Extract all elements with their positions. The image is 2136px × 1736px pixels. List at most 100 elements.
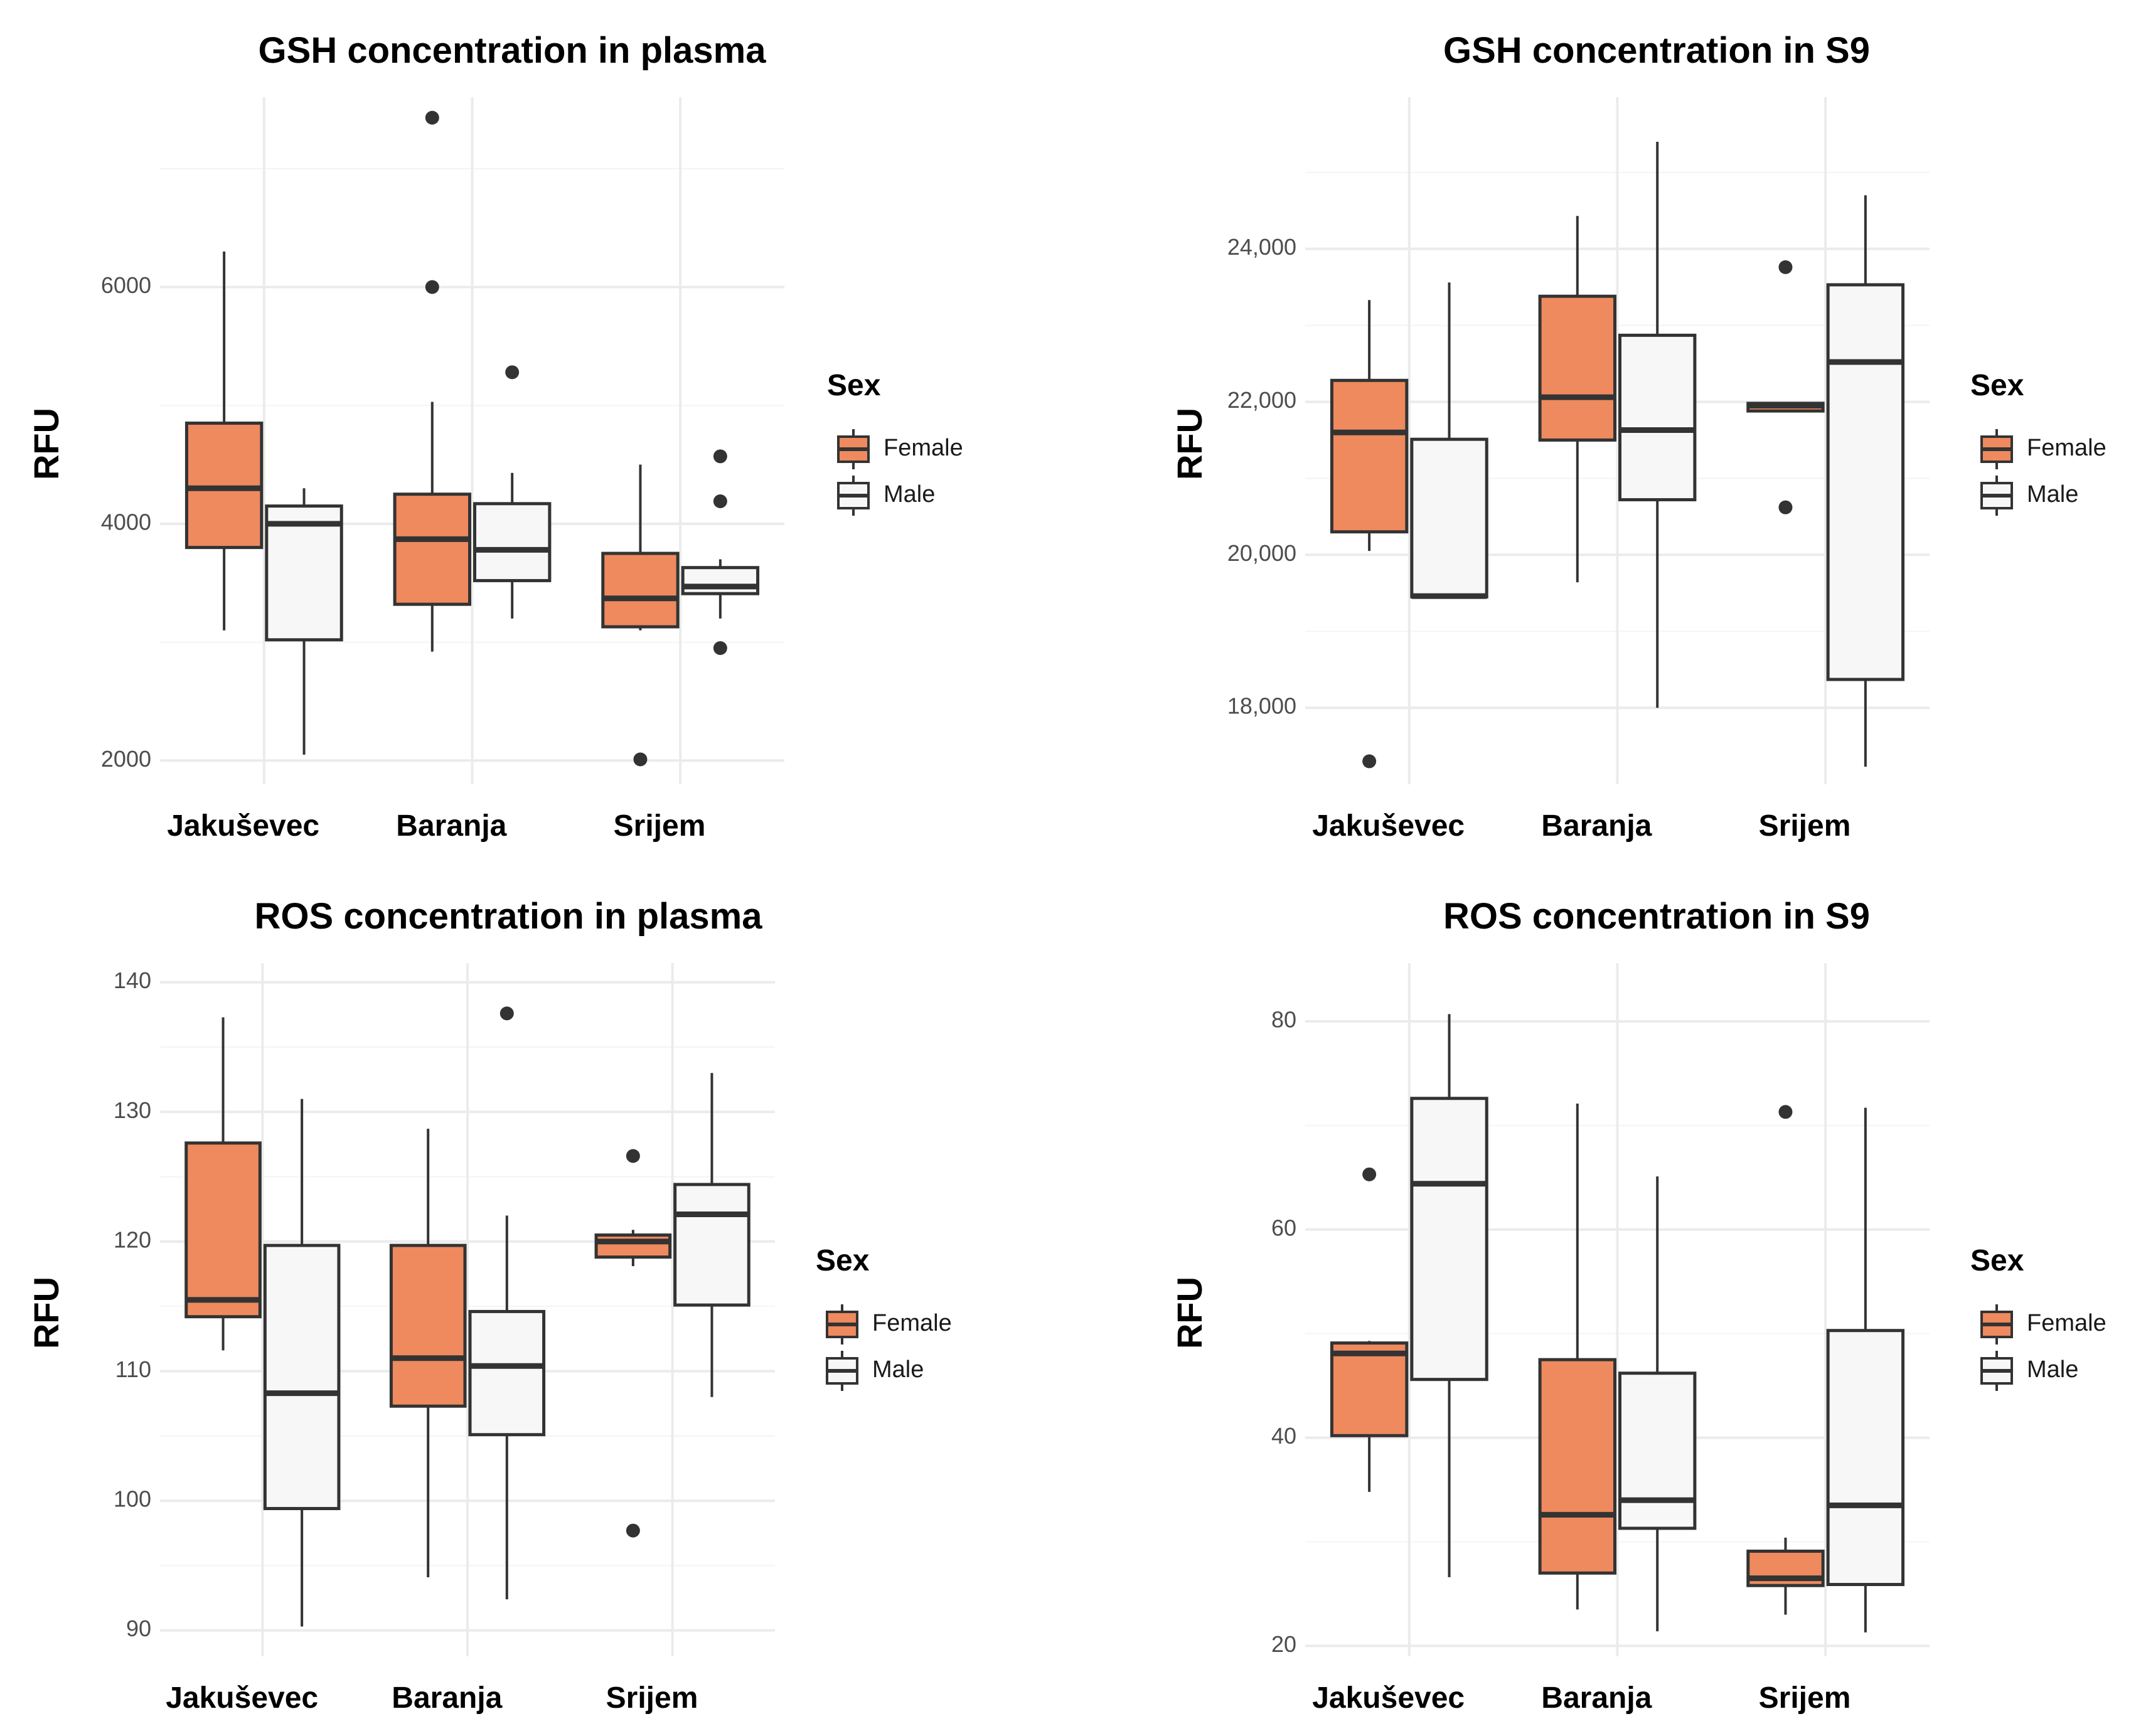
legend-title: Sex <box>827 369 881 402</box>
y-axis-label: RFU <box>1170 408 1209 480</box>
iqr-box <box>1410 1097 1488 1382</box>
outlier-point <box>499 1006 514 1021</box>
x-tick-label-jakusevec: Jakuševec <box>167 809 319 843</box>
box-jakusevec-female <box>1330 300 1409 769</box>
outlier-point <box>505 365 520 380</box>
iqr-box <box>1618 1371 1697 1530</box>
y-tick-label: 80 <box>1271 1006 1296 1032</box>
iqr-box <box>389 1243 467 1408</box>
box-baranja-female <box>1538 216 1617 583</box>
legend-key-male <box>826 1351 858 1391</box>
y-axis-label: RFU <box>26 408 66 480</box>
iqr-box <box>265 504 343 642</box>
outlier-point <box>626 1149 640 1163</box>
y-tick-label: 2000 <box>101 746 151 772</box>
legend-key-female <box>1980 1304 2013 1345</box>
x-tick-label-baranja: Baranja <box>392 1681 502 1715</box>
x-tick-label-baranja: Baranja <box>1541 1681 1652 1715</box>
panel-ros-s9: ROS concentration in S9 RFU 20 40 60 80 Jakuše… <box>1170 896 2107 1715</box>
box-baranja-male <box>1618 141 1697 708</box>
x-tick-label-srijem: Srijem <box>614 809 706 843</box>
legend-key-male <box>1980 476 2013 516</box>
iqr-box <box>594 1233 672 1259</box>
box-srijem-female <box>601 464 680 767</box>
panel-ros-plasma: ROS concentration in plasma RFU 90 100 110 12… <box>26 896 952 1715</box>
iqr-box <box>673 1183 750 1307</box>
legend-label-female: Female <box>872 1310 952 1336</box>
iqr-box <box>393 493 471 606</box>
outlier-point <box>1778 500 1793 514</box>
legend-key-female <box>826 1304 858 1345</box>
outlier-point <box>713 449 727 464</box>
legend-label-female: Female <box>2027 435 2107 461</box>
outlier-point <box>626 1523 640 1538</box>
y-tick-label: 20 <box>1271 1631 1296 1657</box>
iqr-box <box>1826 283 1905 681</box>
iqr-box <box>468 1309 546 1437</box>
iqr-box <box>601 551 680 629</box>
legend-key-male <box>1980 1351 2013 1391</box>
x-tick-label-jakusevec: Jakuševec <box>166 1681 318 1715</box>
legend: Sex Female Male <box>827 369 963 516</box>
y-tick-label: 90 <box>126 1616 151 1641</box>
box-baranja-female <box>389 1129 467 1577</box>
y-axis-label: RFU <box>1170 1277 1209 1349</box>
outlier-point <box>1778 260 1793 274</box>
box-jakusevec-male <box>265 488 343 755</box>
legend-label-male: Male <box>2027 481 2078 508</box>
y-tick-label: 40 <box>1271 1423 1296 1449</box>
chart-title: ROS concentration in plasma <box>255 896 763 937</box>
outlier-point <box>425 110 439 125</box>
legend-key-female <box>837 429 870 469</box>
legend-title: Sex <box>816 1244 870 1277</box>
x-tick-label-jakusevec: Jakuševec <box>1312 1681 1465 1715</box>
box-srijem-female <box>594 1149 672 1538</box>
x-tick-label-srijem: Srijem <box>1759 1681 1851 1715</box>
x-tick-label-srijem: Srijem <box>1759 809 1851 843</box>
box-baranja-male <box>468 1006 546 1600</box>
iqr-box <box>184 1141 262 1319</box>
panel-gsh-s9: GSH concentration in S9 RFU 18,000 20,000 22… <box>1170 30 2107 843</box>
chart-title: ROS concentration in S9 <box>1443 896 1870 937</box>
legend-label-female: Female <box>2027 1310 2107 1336</box>
outlier-point <box>1362 754 1377 769</box>
legend: Sex Female Male <box>816 1244 952 1391</box>
legend-key-male <box>837 476 870 516</box>
legend-title: Sex <box>1970 369 2024 402</box>
iqr-box <box>1826 1329 1905 1587</box>
y-tick-label: 60 <box>1271 1215 1296 1240</box>
box-baranja-male <box>473 365 552 619</box>
box-srijem-male <box>681 449 760 655</box>
box-srijem-female <box>1746 260 1825 514</box>
y-tick-label: 18,000 <box>1227 693 1296 719</box>
y-tick-label: 140 <box>114 967 151 993</box>
chart-title: GSH concentration in plasma <box>259 30 767 71</box>
y-tick-label: 24,000 <box>1227 234 1296 260</box>
box-baranja-female <box>393 110 471 652</box>
box-jakusevec-male <box>263 1099 341 1627</box>
panel-gsh-plasma: GSH concentration in plasma RFU 2000 4000 60… <box>26 30 963 843</box>
outlier-point <box>1778 1105 1793 1119</box>
box-jakusevec-female <box>1330 1167 1409 1492</box>
x-tick-label-baranja: Baranja <box>396 809 506 843</box>
y-tick-label: 4000 <box>101 509 151 535</box>
box-srijem-female <box>1746 1105 1825 1615</box>
box-jakusevec-female <box>184 251 264 631</box>
outlier-point <box>1362 1167 1377 1181</box>
legend: Sex Female Male <box>1970 369 2107 516</box>
iqr-box <box>1538 294 1617 442</box>
x-tick-label-baranja: Baranja <box>1541 809 1652 843</box>
outlier-point <box>633 752 648 767</box>
box-baranja-male <box>1618 1176 1697 1632</box>
y-tick-label: 100 <box>114 1486 151 1512</box>
iqr-box <box>1410 437 1488 599</box>
y-tick-label: 22,000 <box>1227 387 1296 413</box>
y-tick-label: 110 <box>115 1356 151 1382</box>
outlier-point <box>713 641 727 655</box>
box-srijem-male <box>673 1073 750 1397</box>
y-tick-label: 130 <box>114 1097 151 1123</box>
y-tick-label: 20,000 <box>1227 540 1296 566</box>
legend-key-female <box>1980 429 2013 469</box>
iqr-box <box>681 566 760 595</box>
iqr-box <box>1538 1358 1617 1575</box>
